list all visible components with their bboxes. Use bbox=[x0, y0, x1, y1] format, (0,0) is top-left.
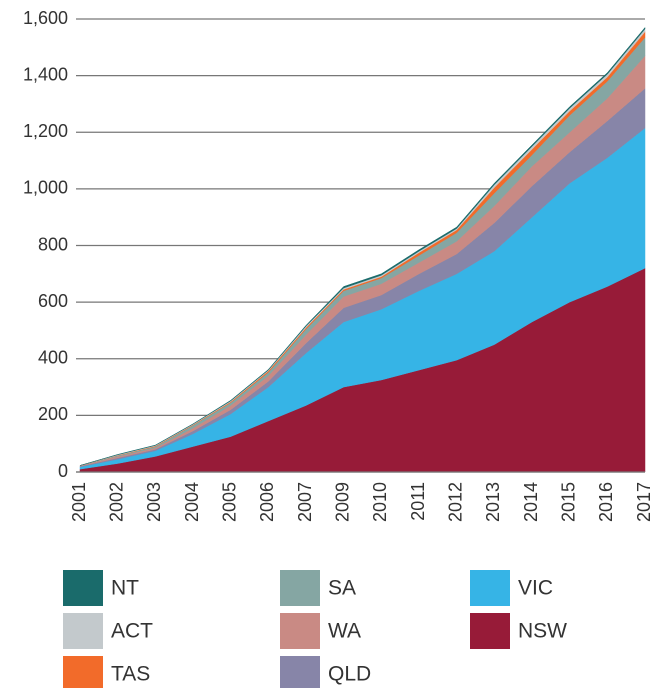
x-tick-label: 2001 bbox=[69, 482, 89, 522]
legend-label: TAS bbox=[111, 663, 150, 686]
y-tick-label: 200 bbox=[38, 404, 68, 424]
y-tick-label: 1,000 bbox=[23, 178, 68, 198]
legend-swatch bbox=[63, 613, 103, 649]
x-tick-label: 2003 bbox=[144, 482, 164, 522]
x-tick-label: 2015 bbox=[558, 482, 578, 522]
x-tick-label: 2004 bbox=[182, 482, 202, 522]
legend-label: NSW bbox=[518, 620, 567, 643]
x-tick-label: 2014 bbox=[521, 482, 541, 522]
x-tick-label: 2013 bbox=[483, 482, 503, 522]
x-tick-label: 2006 bbox=[257, 482, 277, 522]
legend-label: NT bbox=[111, 577, 139, 600]
legend-swatch bbox=[280, 570, 320, 606]
legend-label: VIC bbox=[518, 577, 553, 600]
x-tick-label: 2011 bbox=[408, 482, 428, 521]
x-tick-label: 2002 bbox=[106, 482, 126, 522]
x-tick-label: 2007 bbox=[295, 482, 315, 522]
y-tick-label: 1,200 bbox=[23, 121, 68, 141]
y-tick-label: 1,400 bbox=[23, 64, 68, 84]
area bbox=[79, 26, 646, 466]
legend-label: WA bbox=[328, 620, 361, 643]
legend-swatch bbox=[280, 656, 320, 688]
x-tick-label: 2012 bbox=[445, 482, 465, 522]
x-tick-label: 2016 bbox=[596, 482, 616, 522]
legend-swatch bbox=[470, 613, 510, 649]
legend-swatch bbox=[280, 613, 320, 649]
legend-swatch bbox=[63, 656, 103, 688]
y-tick-label: 800 bbox=[38, 234, 68, 254]
x-tick-label: 2009 bbox=[332, 482, 352, 522]
y-tick-label: 0 bbox=[58, 461, 68, 481]
x-tick-label: 2017 bbox=[634, 482, 654, 522]
legend-swatch bbox=[470, 570, 510, 606]
y-tick-label: 600 bbox=[38, 291, 68, 311]
legend-swatch bbox=[63, 570, 103, 606]
legend-label: QLD bbox=[328, 663, 371, 686]
x-tick-label: 2010 bbox=[370, 482, 390, 522]
y-tick-label: 1,600 bbox=[23, 8, 68, 28]
legend-label: ACT bbox=[111, 620, 153, 643]
y-tick-label: 400 bbox=[38, 348, 68, 368]
legend-label: SA bbox=[328, 577, 356, 600]
x-tick-label: 2005 bbox=[219, 482, 239, 522]
